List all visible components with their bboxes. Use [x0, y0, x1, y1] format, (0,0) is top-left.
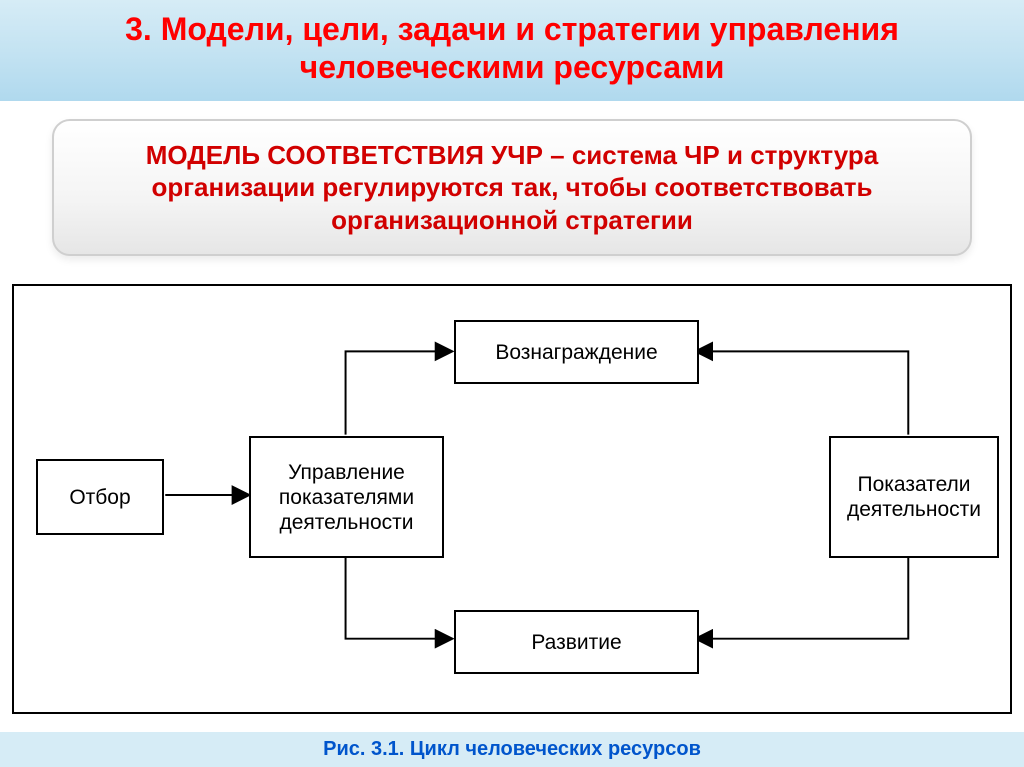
node-pokaz: Показатели деятельности [829, 436, 999, 558]
node-razvit: Развитие [454, 610, 699, 674]
definition-callout: МОДЕЛЬ СООТВЕТСТВИЯ УЧР – система ЧР и с… [52, 119, 972, 257]
edge-pokaz-voznagr [695, 352, 908, 435]
figure-caption: Рис. 3.1. Цикл человеческих ресурсов [0, 738, 1024, 761]
node-upravl: Управление показателями деятельности [249, 436, 444, 558]
edge-upravl-razvit [346, 556, 453, 639]
node-otbor: Отбор [36, 459, 164, 535]
hr-cycle-diagram: Отбор Управление показателями деятельност… [12, 284, 1012, 714]
edge-pokaz-razvit [695, 556, 908, 639]
callout-text: МОДЕЛЬ СООТВЕТСТВИЯ УЧР – система ЧР и с… [84, 139, 940, 237]
caption-band: Рис. 3.1. Цикл человеческих ресурсов [0, 732, 1024, 767]
page-title: 3. Модели, цели, задачи и стратегии упра… [20, 10, 1004, 87]
node-voznagr: Вознаграждение [454, 320, 699, 384]
edge-upravl-voznagr [346, 352, 453, 435]
title-band: 3. Модели, цели, задачи и стратегии упра… [0, 0, 1024, 101]
